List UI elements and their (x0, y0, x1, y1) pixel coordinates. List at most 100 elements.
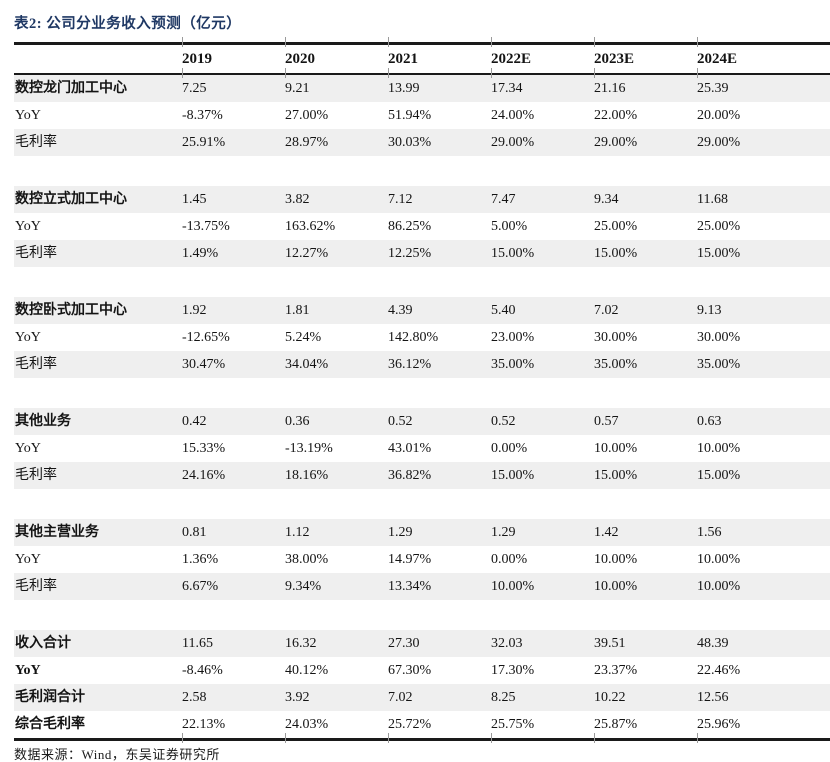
value-cell: 30.47% (182, 357, 226, 372)
row-label: YoY (15, 552, 41, 567)
value-cell: 0.52 (388, 414, 413, 429)
value-cell: 0.52 (491, 414, 516, 429)
value-cell: 29.00% (491, 135, 535, 150)
column-boundary-tick (182, 37, 183, 47)
row-label: 毛利率 (15, 357, 57, 372)
value-cell: 0.63 (697, 414, 722, 429)
value-cell: 1.36% (182, 552, 219, 567)
table-row: YoY -8.37% 27.00% 51.94% 24.00% 22.00% 20.00% (14, 102, 830, 129)
value-cell: -13.75% (182, 219, 230, 234)
row-label: 数控卧式加工中心 (15, 303, 127, 318)
value-cell: 25.75% (491, 717, 535, 732)
value-cell: 25.39 (697, 81, 729, 96)
value-cell: 1.45 (182, 192, 207, 207)
column-boundary-tick (491, 733, 492, 743)
value-cell: 86.25% (388, 219, 432, 234)
column-boundary-tick (388, 733, 389, 743)
column-boundary-tick (594, 733, 595, 743)
data-source-note: 数据来源：Wind，东吴证券研究所 (14, 747, 220, 762)
value-cell: 24.16% (182, 468, 226, 483)
table-row: 其他主营业务 0.81 1.12 1.29 1.29 1.42 1.56 (14, 519, 830, 546)
header-year-cell: 2023E (594, 51, 635, 67)
column-boundary-tick (388, 68, 389, 78)
value-cell: 5.00% (491, 219, 528, 234)
value-cell: -13.19% (285, 441, 333, 456)
value-cell: 25.91% (182, 135, 226, 150)
value-cell: 1.56 (697, 525, 722, 540)
value-cell: -8.46% (182, 663, 223, 678)
value-cell: 1.81 (285, 303, 310, 318)
value-cell: 15.00% (594, 468, 638, 483)
column-boundary-tick (697, 733, 698, 743)
value-cell: 7.47 (491, 192, 516, 207)
row-label: YoY (15, 441, 41, 456)
value-cell: 0.57 (594, 414, 619, 429)
row-label: 数控龙门加工中心 (15, 81, 127, 96)
table-row: YoY -8.46% 40.12% 67.30% 17.30% 23.37% 22.46% (14, 657, 830, 684)
value-cell: 36.82% (388, 468, 432, 483)
value-cell: 9.34 (594, 192, 619, 207)
value-cell: 10.00% (594, 552, 638, 567)
value-cell: 0.42 (182, 414, 207, 429)
value-cell: 35.00% (594, 357, 638, 372)
value-cell: 35.00% (491, 357, 535, 372)
value-cell: 20.00% (697, 108, 741, 123)
row-label: 毛利率 (15, 246, 57, 261)
value-cell: 29.00% (594, 135, 638, 150)
value-cell: 3.82 (285, 192, 310, 207)
table-row: 毛利率 30.47% 34.04% 36.12% 35.00% 35.00% 35.00% (14, 351, 830, 378)
value-cell: 7.02 (388, 690, 413, 705)
value-cell: 11.68 (697, 192, 728, 207)
value-cell: 5.40 (491, 303, 516, 318)
table-row: YoY 15.33% -13.19% 43.01% 0.00% 10.00% 10.00% (14, 435, 830, 462)
row-label: 毛利润合计 (15, 690, 85, 705)
value-cell: 12.25% (388, 246, 432, 261)
value-cell: 8.25 (491, 690, 516, 705)
table-row: 数控立式加工中心 1.45 3.82 7.12 7.47 9.34 11.68 (14, 186, 830, 213)
value-cell: 10.00% (491, 579, 535, 594)
value-cell: 3.92 (285, 690, 310, 705)
value-cell: 1.29 (388, 525, 413, 540)
value-cell: 15.00% (491, 468, 535, 483)
value-cell: -8.37% (182, 108, 223, 123)
value-cell: 25.72% (388, 717, 432, 732)
value-cell: 5.24% (285, 330, 322, 345)
header-year-cell: 2020 (285, 51, 315, 67)
section-spacer (14, 267, 830, 297)
table-row: 收入合计 11.65 16.32 27.30 32.03 39.51 48.39 (14, 630, 830, 657)
value-cell: 0.81 (182, 525, 207, 540)
table-row: 毛利率 25.91% 28.97% 30.03% 29.00% 29.00% 29.00% (14, 129, 830, 156)
value-cell: 1.42 (594, 525, 619, 540)
value-cell: 0.36 (285, 414, 310, 429)
table-row: 其他业务 0.42 0.36 0.52 0.52 0.57 0.63 (14, 408, 830, 435)
value-cell: 2.58 (182, 690, 207, 705)
value-cell: 28.97% (285, 135, 329, 150)
table-row: 综合毛利率 22.13% 24.03% 25.72% 25.75% 25.87% 25.96… (14, 711, 830, 738)
value-cell: 163.62% (285, 219, 336, 234)
table-title: 表2: 公司分业务收入预测（亿元） (14, 16, 242, 32)
value-cell: 15.00% (697, 468, 741, 483)
column-boundary-tick (491, 37, 492, 47)
value-cell: 29.00% (697, 135, 741, 150)
column-boundary-tick (182, 733, 183, 743)
row-label: 综合毛利率 (15, 717, 85, 732)
value-cell: 25.87% (594, 717, 638, 732)
value-cell: 25.00% (697, 219, 741, 234)
value-cell: 10.00% (594, 441, 638, 456)
value-cell: 1.12 (285, 525, 310, 540)
value-cell: 9.13 (697, 303, 722, 318)
table-header-row: 2019 2020 2021 2022E 2023E 2024E (14, 45, 830, 75)
value-cell: 39.51 (594, 636, 626, 651)
value-cell: 40.12% (285, 663, 329, 678)
table-row: 数控龙门加工中心 7.25 9.21 13.99 17.34 21.16 25.39 (14, 75, 830, 102)
value-cell: 27.00% (285, 108, 329, 123)
column-boundary-tick (491, 68, 492, 78)
value-cell: 142.80% (388, 330, 439, 345)
value-cell: 35.00% (697, 357, 741, 372)
value-cell: 1.29 (491, 525, 516, 540)
value-cell: 15.00% (594, 246, 638, 261)
row-label: YoY (15, 219, 41, 234)
value-cell: 13.99 (388, 81, 420, 96)
value-cell: 16.32 (285, 636, 317, 651)
value-cell: 21.16 (594, 81, 626, 96)
